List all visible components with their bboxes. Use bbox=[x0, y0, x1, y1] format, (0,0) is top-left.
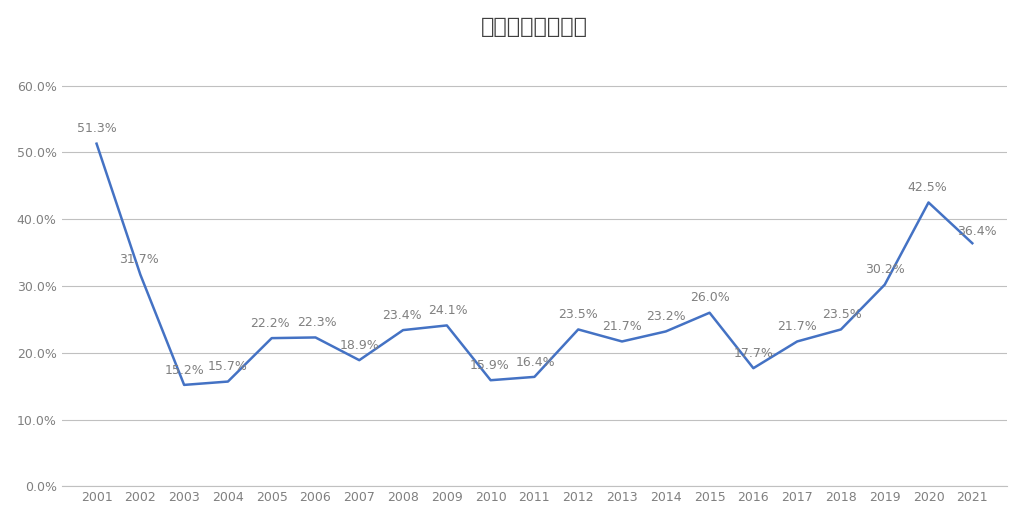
Text: 31.7%: 31.7% bbox=[119, 253, 159, 266]
Text: 30.2%: 30.2% bbox=[865, 263, 904, 276]
Text: 15.2%: 15.2% bbox=[164, 364, 204, 377]
Text: 26.0%: 26.0% bbox=[690, 291, 729, 304]
Text: 22.2%: 22.2% bbox=[251, 317, 290, 330]
Text: 15.7%: 15.7% bbox=[208, 360, 248, 373]
Text: 23.5%: 23.5% bbox=[558, 308, 598, 321]
Text: 21.7%: 21.7% bbox=[777, 320, 817, 333]
Text: 22.3%: 22.3% bbox=[297, 316, 337, 329]
Text: 23.2%: 23.2% bbox=[646, 310, 686, 323]
Text: 21.7%: 21.7% bbox=[602, 320, 642, 333]
Text: 17.7%: 17.7% bbox=[733, 347, 773, 360]
Text: 36.4%: 36.4% bbox=[956, 225, 996, 238]
Title: 一次試験の合格率: 一次試験の合格率 bbox=[481, 17, 588, 36]
Text: 42.5%: 42.5% bbox=[907, 181, 947, 194]
Text: 18.9%: 18.9% bbox=[339, 339, 379, 352]
Text: 23.4%: 23.4% bbox=[382, 309, 422, 322]
Text: 23.5%: 23.5% bbox=[822, 308, 862, 321]
Text: 16.4%: 16.4% bbox=[516, 355, 556, 368]
Text: 24.1%: 24.1% bbox=[428, 304, 468, 317]
Text: 15.9%: 15.9% bbox=[469, 359, 509, 372]
Text: 51.3%: 51.3% bbox=[77, 122, 117, 135]
